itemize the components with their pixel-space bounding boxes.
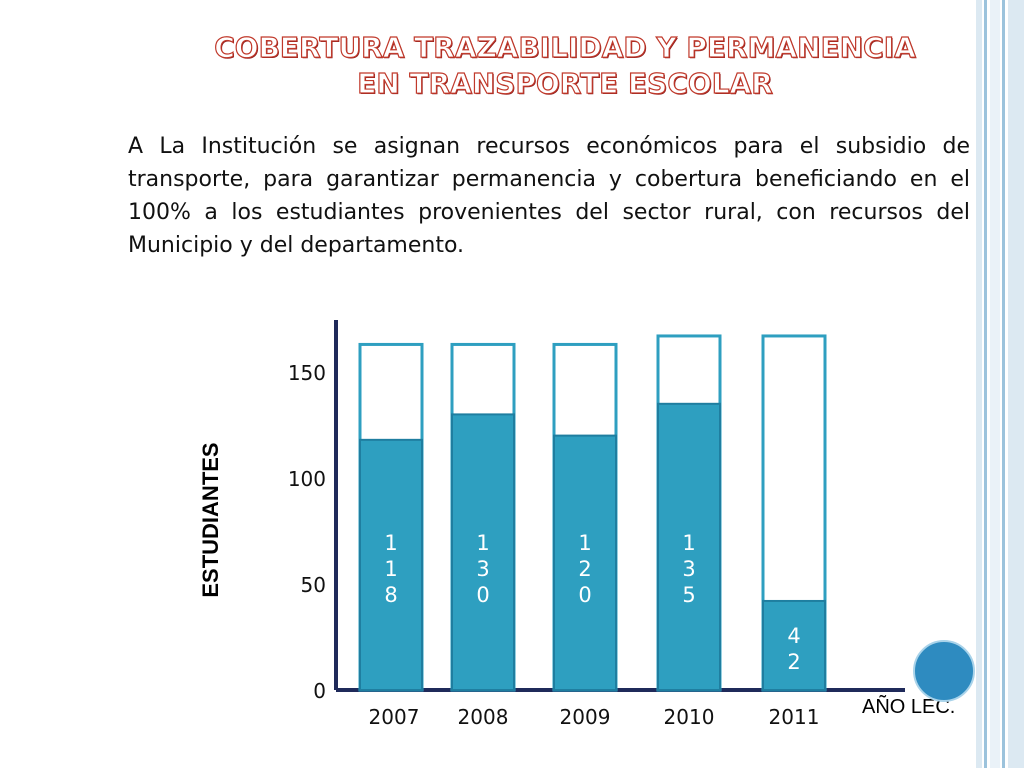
x-tick-label: 2010: [664, 705, 715, 729]
bar-data-label: 2: [787, 650, 800, 674]
bar: [451, 413, 515, 691]
bar: [657, 402, 721, 691]
bar-data-label: 1: [578, 531, 591, 555]
bar-data-label: 4: [787, 624, 800, 648]
bar-data-label: 1: [384, 557, 397, 581]
bar-data-label: 2: [578, 557, 591, 581]
slide-title: COBERTURA TRAZABILIDAD Y PERMANENCIA EN …: [150, 30, 980, 102]
y-tick-label: 0: [313, 679, 326, 703]
bar-data-label: 1: [384, 531, 397, 555]
bar-data-label: 5: [682, 583, 695, 607]
slide-title-line-2: EN TRANSPORTE ESCOLAR: [357, 66, 774, 100]
bar-data-label: 1: [476, 531, 489, 555]
bar-data-label: 0: [476, 583, 489, 607]
x-tick-label: 2008: [458, 705, 509, 729]
bar: [359, 438, 423, 691]
decorative-side-stripes: [976, 0, 1024, 768]
x-axis-label: AÑO LEC.: [862, 696, 956, 718]
bar-data-label: 1: [682, 531, 695, 555]
bar-data-label: 3: [682, 557, 695, 581]
slide-body-text: A La Institución se asignan recursos eco…: [128, 134, 970, 258]
slide-title-line-1: COBERTURA TRAZABILIDAD Y PERMANENCIA: [214, 30, 917, 64]
bar-data-label: 0: [578, 583, 591, 607]
x-tick-label: 2009: [560, 705, 611, 729]
decorative-circle: [913, 640, 975, 702]
bar-data-label: 3: [476, 557, 489, 581]
bar-data-label: 8: [384, 583, 397, 607]
x-tick-label: 2007: [369, 705, 420, 729]
y-tick-label: 100: [288, 467, 326, 491]
bar: [553, 434, 617, 691]
bar: [762, 599, 826, 692]
y-tick-label: 150: [288, 361, 326, 385]
y-tick-label: 50: [301, 573, 326, 597]
x-tick-label: 2011: [769, 705, 820, 729]
